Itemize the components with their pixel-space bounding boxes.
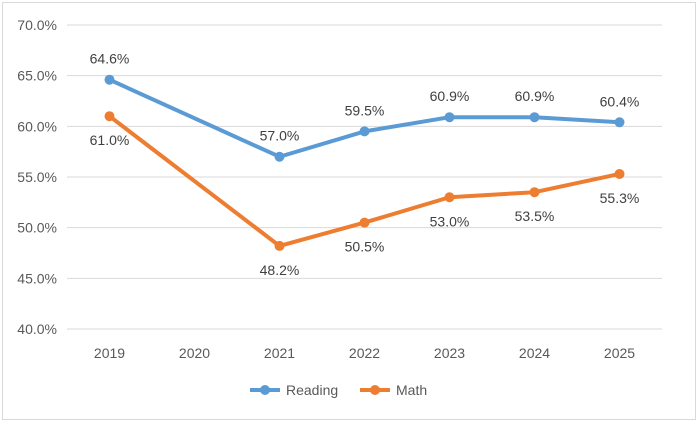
data-label-reading: 60.9% — [515, 88, 555, 104]
data-label-reading: 60.9% — [430, 88, 470, 104]
data-point-math — [359, 217, 370, 228]
y-tick-label: 55.0% — [17, 169, 57, 185]
x-tick-label: 2025 — [604, 345, 635, 361]
data-label-reading: 57.0% — [260, 128, 300, 144]
series-line-math — [107, 114, 622, 248]
y-tick-label: 60.0% — [17, 118, 57, 134]
x-tick-label: 2023 — [434, 345, 465, 361]
data-point-reading — [359, 126, 370, 137]
data-point-math — [614, 168, 625, 179]
legend-label-math: Math — [396, 382, 427, 398]
data-label-math: 48.2% — [260, 262, 300, 278]
x-tick-label: 2020 — [179, 345, 210, 361]
chart-frame — [2, 2, 696, 420]
legend-marker-reading — [260, 385, 270, 395]
data-label-math: 53.0% — [430, 213, 470, 229]
y-axis-ticks: 40.0% 45.0% 50.0% 55.0% 60.0% 65.0% 70.0% — [17, 17, 57, 337]
data-point-reading — [529, 112, 540, 123]
series-group — [104, 74, 625, 251]
gridlines — [67, 24, 662, 330]
y-tick-label: 45.0% — [17, 270, 57, 286]
legend-marker-math — [370, 385, 380, 395]
data-point-reading — [444, 112, 455, 123]
series-line-reading — [107, 77, 622, 159]
data-point-math — [529, 187, 540, 198]
legend: Reading Math — [250, 382, 427, 398]
data-label-math: 50.5% — [345, 239, 385, 255]
y-tick-label: 70.0% — [17, 17, 57, 33]
data-point-reading — [614, 117, 625, 128]
data-point-reading — [104, 74, 115, 85]
data-point-math — [104, 111, 115, 122]
data-point-math — [274, 240, 285, 251]
data-label-reading: 64.6% — [90, 51, 130, 67]
data-label-math: 55.3% — [600, 190, 640, 206]
data-label-reading: 59.5% — [345, 102, 385, 118]
x-tick-label: 2021 — [264, 345, 295, 361]
legend-label-reading: Reading — [286, 382, 338, 398]
data-label-math: 61.0% — [90, 132, 130, 148]
x-tick-label: 2024 — [519, 345, 550, 361]
data-label-math: 53.5% — [515, 208, 555, 224]
y-tick-label: 50.0% — [17, 220, 57, 236]
x-axis-ticks: 2019 2020 2021 2022 2023 2024 2025 — [94, 345, 635, 361]
data-point-math — [444, 192, 455, 203]
data-labels: 64.6% 57.0% 59.5% 60.9% 60.9% 60.4% 61.0% 48.2%… — [90, 51, 640, 278]
y-tick-label: 40.0% — [17, 321, 57, 337]
x-tick-label: 2022 — [349, 345, 380, 361]
y-tick-label: 65.0% — [17, 68, 57, 84]
x-tick-label: 2019 — [94, 345, 125, 361]
data-label-reading: 60.4% — [600, 93, 640, 109]
data-point-reading — [274, 151, 285, 162]
